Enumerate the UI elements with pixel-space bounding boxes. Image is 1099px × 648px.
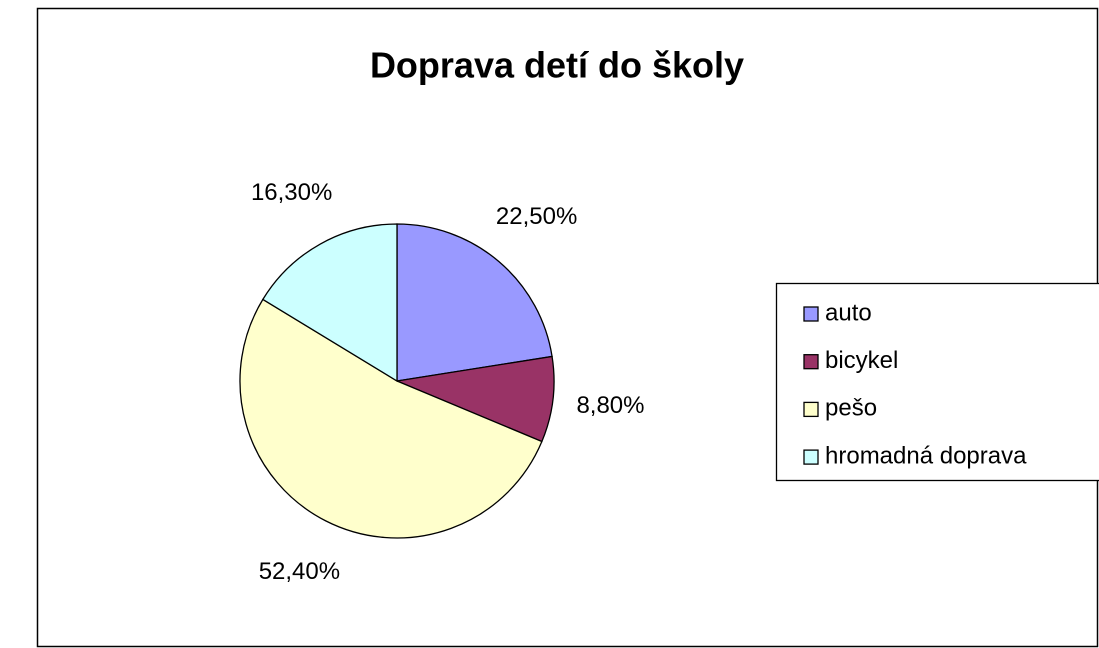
- legend-swatch: [803, 306, 819, 322]
- pie-slice: [394, 355, 555, 443]
- legend-swatch: [803, 449, 819, 465]
- data-label: 52,40%: [259, 558, 340, 585]
- pie-slice: [261, 223, 398, 383]
- legend-label: pešo: [825, 395, 877, 422]
- legend-label: auto: [825, 299, 872, 326]
- data-label: 22,50%: [496, 203, 577, 230]
- chart-title: Doprava detí do školy: [370, 45, 744, 86]
- pie-slice: [239, 298, 543, 539]
- pie-slice: [396, 223, 553, 382]
- legend-swatch: [803, 401, 819, 418]
- legend-label: bicykel: [825, 347, 898, 374]
- legend-swatch: [803, 354, 819, 370]
- legend-box: [775, 282, 1099, 482]
- legend-label: hromadná doprava: [825, 442, 1027, 469]
- data-label: 16,30%: [251, 179, 332, 206]
- data-label: 8,80%: [576, 392, 644, 419]
